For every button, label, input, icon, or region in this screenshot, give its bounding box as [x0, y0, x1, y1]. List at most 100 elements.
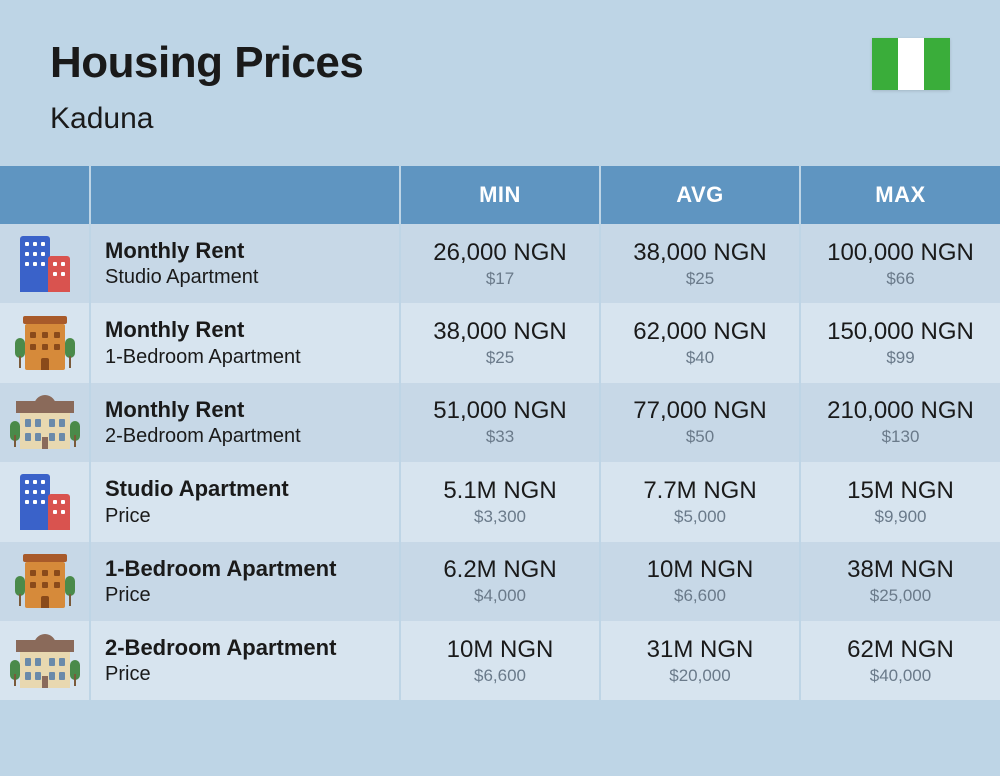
min-primary: 38,000 NGN: [411, 318, 589, 346]
row-subtitle: 2-Bedroom Apartment: [105, 424, 389, 448]
row-label-cell: Monthly Rent2-Bedroom Apartment: [90, 383, 400, 462]
min-cell: 5.1M NGN$3,300: [400, 462, 600, 541]
max-secondary: $40,000: [811, 666, 990, 686]
row-subtitle: Price: [105, 504, 389, 528]
pricing-table: MIN AVG MAX Monthly RentStudio Apartment…: [0, 166, 1000, 700]
avg-primary: 7.7M NGN: [611, 477, 789, 505]
table-row: 1-Bedroom ApartmentPrice6.2M NGN$4,00010…: [0, 542, 1000, 621]
header-max: MAX: [800, 166, 1000, 224]
min-secondary: $3,300: [411, 507, 589, 527]
table-row: Monthly Rent1-Bedroom Apartment38,000 NG…: [0, 303, 1000, 382]
min-secondary: $6,600: [411, 666, 589, 686]
page-subtitle: Kaduna: [50, 102, 363, 136]
min-cell: 38,000 NGN$25: [400, 303, 600, 382]
avg-cell: 31M NGN$20,000: [600, 621, 800, 700]
max-cell: 100,000 NGN$66: [800, 224, 1000, 303]
max-secondary: $25,000: [811, 586, 990, 606]
tall-buildings-icon: [20, 236, 70, 292]
max-cell: 210,000 NGN$130: [800, 383, 1000, 462]
page-title: Housing Prices: [50, 38, 363, 88]
header: Housing Prices Kaduna: [0, 0, 1000, 166]
table-row: Studio ApartmentPrice5.1M NGN$3,3007.7M …: [0, 462, 1000, 541]
max-primary: 210,000 NGN: [811, 397, 990, 425]
row-label-cell: 2-Bedroom ApartmentPrice: [90, 621, 400, 700]
avg-cell: 7.7M NGN$5,000: [600, 462, 800, 541]
avg-secondary: $40: [611, 348, 789, 368]
avg-secondary: $5,000: [611, 507, 789, 527]
min-cell: 26,000 NGN$17: [400, 224, 600, 303]
max-secondary: $66: [811, 269, 990, 289]
min-primary: 5.1M NGN: [411, 477, 589, 505]
flag-stripe-middle: [898, 38, 924, 90]
flag-stripe-left: [872, 38, 898, 90]
avg-primary: 62,000 NGN: [611, 318, 789, 346]
table-row: 2-Bedroom ApartmentPrice10M NGN$6,60031M…: [0, 621, 1000, 700]
max-cell: 62M NGN$40,000: [800, 621, 1000, 700]
flag-stripe-right: [924, 38, 950, 90]
min-cell: 51,000 NGN$33: [400, 383, 600, 462]
row-subtitle: Price: [105, 662, 389, 686]
house-icon: [12, 634, 78, 688]
max-cell: 150,000 NGN$99: [800, 303, 1000, 382]
min-cell: 6.2M NGN$4,000: [400, 542, 600, 621]
avg-cell: 62,000 NGN$40: [600, 303, 800, 382]
row-title: Monthly Rent: [105, 238, 389, 264]
row-icon-cell: [0, 383, 90, 462]
avg-primary: 77,000 NGN: [611, 397, 789, 425]
max-secondary: $130: [811, 427, 990, 447]
min-primary: 6.2M NGN: [411, 556, 589, 584]
max-secondary: $9,900: [811, 507, 990, 527]
min-secondary: $33: [411, 427, 589, 447]
avg-cell: 77,000 NGN$50: [600, 383, 800, 462]
min-cell: 10M NGN$6,600: [400, 621, 600, 700]
row-icon-cell: [0, 462, 90, 541]
max-primary: 38M NGN: [811, 556, 990, 584]
max-primary: 100,000 NGN: [811, 239, 990, 267]
header-min: MIN: [400, 166, 600, 224]
apartment-block-icon: [15, 554, 75, 608]
table-row: Monthly RentStudio Apartment26,000 NGN$1…: [0, 224, 1000, 303]
title-block: Housing Prices Kaduna: [50, 38, 363, 136]
tall-buildings-icon: [20, 474, 70, 530]
avg-secondary: $6,600: [611, 586, 789, 606]
apartment-block-icon: [15, 316, 75, 370]
row-title: 2-Bedroom Apartment: [105, 635, 389, 661]
row-icon-cell: [0, 224, 90, 303]
header-avg: AVG: [600, 166, 800, 224]
nigeria-flag-icon: [872, 38, 950, 90]
header-blank-label: [90, 166, 400, 224]
min-secondary: $4,000: [411, 586, 589, 606]
row-title: Studio Apartment: [105, 476, 389, 502]
max-cell: 38M NGN$25,000: [800, 542, 1000, 621]
row-label-cell: Monthly Rent1-Bedroom Apartment: [90, 303, 400, 382]
row-label-cell: Studio ApartmentPrice: [90, 462, 400, 541]
avg-primary: 10M NGN: [611, 556, 789, 584]
row-title: 1-Bedroom Apartment: [105, 556, 389, 582]
row-label-cell: 1-Bedroom ApartmentPrice: [90, 542, 400, 621]
avg-cell: 38,000 NGN$25: [600, 224, 800, 303]
house-icon: [12, 395, 78, 449]
min-primary: 10M NGN: [411, 636, 589, 664]
max-primary: 15M NGN: [811, 477, 990, 505]
min-primary: 51,000 NGN: [411, 397, 589, 425]
avg-secondary: $25: [611, 269, 789, 289]
max-primary: 150,000 NGN: [811, 318, 990, 346]
table-row: Monthly Rent2-Bedroom Apartment51,000 NG…: [0, 383, 1000, 462]
min-primary: 26,000 NGN: [411, 239, 589, 267]
row-subtitle: Price: [105, 583, 389, 607]
row-icon-cell: [0, 303, 90, 382]
row-subtitle: Studio Apartment: [105, 265, 389, 289]
header-blank-icon: [0, 166, 90, 224]
row-icon-cell: [0, 542, 90, 621]
min-secondary: $17: [411, 269, 589, 289]
row-label-cell: Monthly RentStudio Apartment: [90, 224, 400, 303]
avg-primary: 38,000 NGN: [611, 239, 789, 267]
max-primary: 62M NGN: [811, 636, 990, 664]
min-secondary: $25: [411, 348, 589, 368]
table-header-row: MIN AVG MAX: [0, 166, 1000, 224]
max-secondary: $99: [811, 348, 990, 368]
avg-cell: 10M NGN$6,600: [600, 542, 800, 621]
avg-primary: 31M NGN: [611, 636, 789, 664]
row-title: Monthly Rent: [105, 317, 389, 343]
row-title: Monthly Rent: [105, 397, 389, 423]
